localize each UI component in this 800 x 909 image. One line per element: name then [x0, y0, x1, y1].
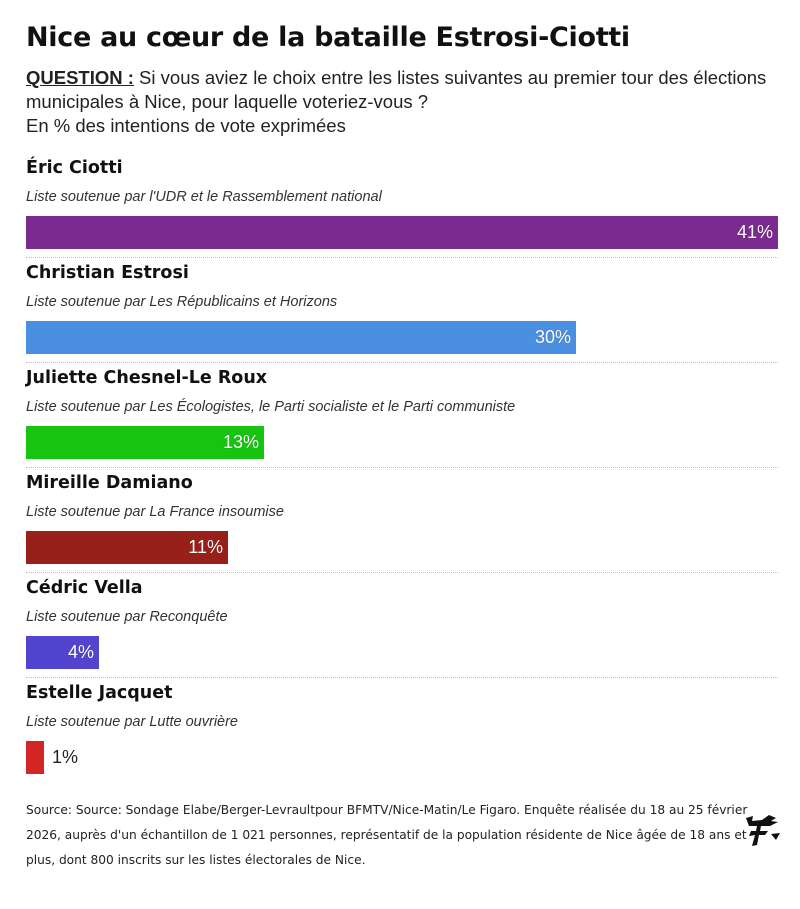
- row-divider: [26, 572, 778, 573]
- unit-note: En % des intentions de vote exprimées: [26, 115, 346, 136]
- bar-row: Juliette Chesnel-Le Roux Liste soutenue p…: [26, 366, 778, 471]
- bar: [26, 741, 44, 774]
- chart-subtitle: QUESTION : Si vous aviez le choix entre …: [26, 66, 786, 138]
- row-divider: [26, 677, 778, 678]
- candidate-name: Juliette Chesnel-Le Roux: [26, 368, 268, 388]
- bar-row: Christian Estrosi Liste soutenue par Les …: [26, 261, 778, 366]
- list-description: Liste soutenue par l'UDR et le Rassemble…: [26, 189, 382, 205]
- bar: [26, 321, 576, 354]
- list-description: Liste soutenue par Les Écologistes, le P…: [26, 399, 516, 415]
- list-description: Liste soutenue par Lutte ouvrière: [26, 714, 238, 730]
- bar: [26, 426, 264, 459]
- bar-value-label: 4%: [67, 642, 94, 662]
- bar-row: Éric Ciotti Liste soutenue par l'UDR et l…: [26, 156, 778, 261]
- bar-row: Cédric Vella Liste soutenue par Reconquêt…: [26, 576, 778, 681]
- source-note: Source: Source: Sondage Elabe/Berger-Lev…: [26, 803, 748, 867]
- row-divider: [26, 467, 778, 468]
- bar-value-label: 11%: [188, 537, 223, 557]
- list-description: Liste soutenue par Reconquête: [26, 609, 228, 625]
- le-figaro-f-logo-icon: [746, 815, 780, 846]
- candidate-name: Mireille Damiano: [26, 473, 193, 493]
- bar: [26, 636, 99, 669]
- bar-value-label: 13%: [222, 432, 259, 452]
- question-text: Si vous aviez le choix entre les listes …: [26, 67, 767, 112]
- list-description: Liste soutenue par Les Républicains et H…: [26, 294, 338, 310]
- bar-value-label: 41%: [736, 222, 773, 242]
- bar-value-label: 30%: [534, 327, 571, 347]
- bar-value-label: 1%: [52, 747, 79, 767]
- question-label: QUESTION :: [26, 67, 134, 88]
- candidate-name: Éric Ciotti: [26, 158, 123, 178]
- bar-row: Mireille Damiano Liste soutenue par La Fr…: [26, 471, 778, 576]
- row-divider: [26, 257, 778, 258]
- row-divider: [26, 362, 778, 363]
- bar-chart: Éric Ciotti Liste soutenue par l'UDR et l…: [26, 156, 778, 786]
- candidate-name: Estelle Jacquet: [26, 683, 173, 703]
- candidate-name: Cédric Vella: [26, 578, 143, 598]
- list-description: Liste soutenue par La France insoumise: [26, 504, 284, 520]
- candidate-name: Christian Estrosi: [26, 263, 189, 283]
- bar: [26, 531, 228, 564]
- chart-title: Nice au cœur de la bataille Estrosi-Ciot…: [26, 22, 630, 53]
- bar-row: Estelle Jacquet Liste soutenue par Lutte …: [26, 681, 778, 786]
- bar: [26, 216, 778, 249]
